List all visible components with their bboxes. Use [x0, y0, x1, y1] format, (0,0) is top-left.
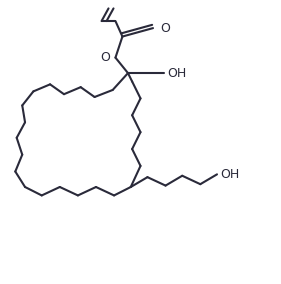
Text: OH: OH	[220, 168, 239, 181]
Text: OH: OH	[167, 67, 186, 80]
Text: O: O	[100, 51, 110, 64]
Text: O: O	[160, 22, 170, 35]
